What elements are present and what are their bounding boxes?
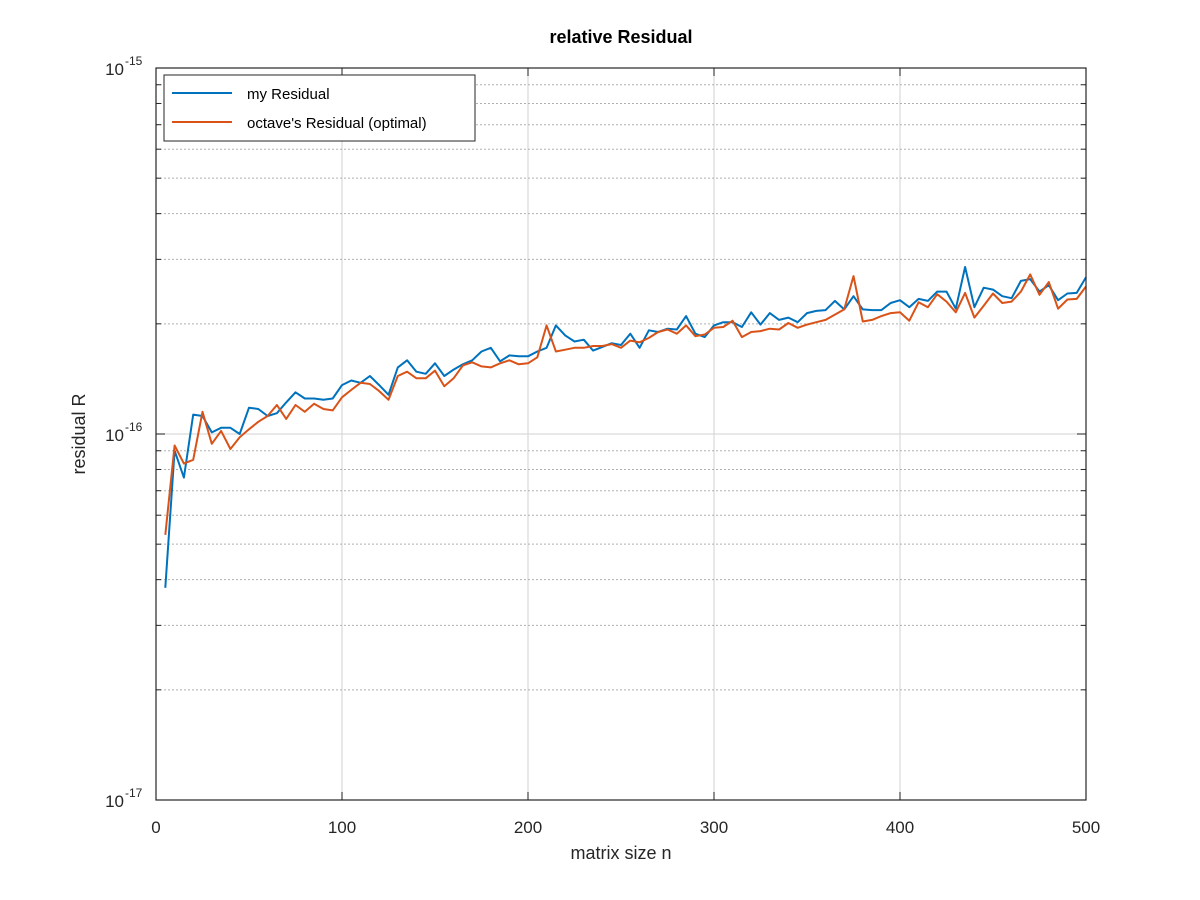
x-tick-label: 400 <box>886 818 914 837</box>
x-tick-label: 100 <box>328 818 356 837</box>
y-tick-label: 10 <box>105 60 124 79</box>
grid <box>156 68 1086 800</box>
y-tick-label: 10 <box>105 426 124 445</box>
legend: my Residual octave's Residual (optimal) <box>163 74 476 142</box>
x-tick-label: 300 <box>700 818 728 837</box>
chart-title: relative Residual <box>549 27 692 47</box>
series-layer <box>164 266 1087 588</box>
x-axis-label: matrix size n <box>570 843 671 863</box>
legend-box <box>163 74 476 142</box>
legend-label: my Residual <box>247 86 330 103</box>
x-tick-label: 200 <box>514 818 542 837</box>
series-line-1 <box>164 266 1087 588</box>
y-tick-exponent: -16 <box>125 420 143 434</box>
y-axis-label: residual R <box>69 393 89 474</box>
y-tick-exponent: -15 <box>125 54 143 68</box>
y-tick-label: 10 <box>105 792 124 811</box>
legend-label: octave's Residual (optimal) <box>247 115 427 132</box>
x-tick-label: 500 <box>1072 818 1100 837</box>
x-tick-label: 0 <box>151 818 160 837</box>
series-line-2 <box>164 273 1087 536</box>
y-tick-exponent: -17 <box>125 786 143 800</box>
